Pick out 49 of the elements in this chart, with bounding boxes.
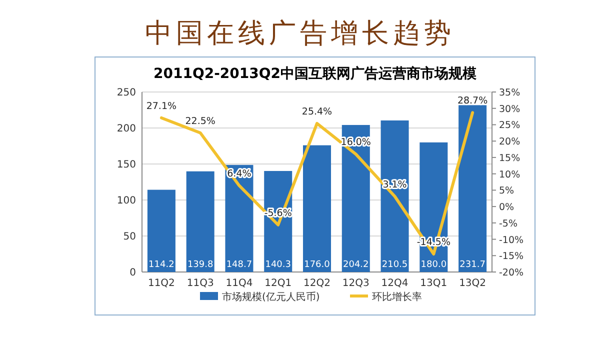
y2-tick-label: 35% xyxy=(499,88,520,98)
y2-tick-label: 25% xyxy=(499,120,520,132)
x-tick-label: 13Q2 xyxy=(459,278,486,289)
x-tick-label: 11Q4 xyxy=(226,278,253,289)
data-label: 27.1% xyxy=(146,100,177,112)
bar xyxy=(380,120,409,272)
bar xyxy=(147,190,176,272)
y2-tick-label: 15% xyxy=(499,152,520,164)
y2-tick-label: 0% xyxy=(499,202,514,214)
data-label: 176.0 xyxy=(304,260,330,270)
data-label: 28.7% xyxy=(457,96,488,107)
y2-tick-label: 10% xyxy=(499,169,520,180)
chart-subtitle: 2011Q2-2013Q2中国互联网广告运营商市场规模 xyxy=(153,65,478,82)
x-tick-label: 12Q1 xyxy=(264,278,292,289)
y-tick-label: 200 xyxy=(116,124,136,134)
y-tick-label: 250 xyxy=(116,88,136,98)
x-tick-label: 11Q3 xyxy=(186,278,214,289)
y-tick-label: 150 xyxy=(116,160,136,170)
y2-tick-label: -10% xyxy=(499,234,524,246)
y2-tick-label: -5% xyxy=(499,218,518,230)
x-tick-label: 11Q2 xyxy=(148,278,175,289)
chart-title: 中国在线广告增长趋势 xyxy=(145,18,455,49)
x-tick-label: 12Q4 xyxy=(381,278,408,289)
x-tick-label: 12Q2 xyxy=(304,278,330,289)
data-label: 180.0 xyxy=(420,260,447,270)
y-tick-label: 0 xyxy=(130,268,136,278)
data-label: 231.7 xyxy=(460,260,486,270)
legend-label: 环比增长率 xyxy=(372,291,422,303)
data-label: 148.7 xyxy=(226,260,252,270)
bar xyxy=(458,105,487,272)
x-tick-label: 12Q3 xyxy=(342,278,370,289)
bar xyxy=(186,171,214,272)
y2-tick-label: 20% xyxy=(499,136,520,148)
data-label: 210.5 xyxy=(382,260,408,270)
data-label: 140.3 xyxy=(265,260,291,270)
data-label: 25.4% xyxy=(302,106,332,118)
y2-tick-label: 5% xyxy=(499,186,514,197)
data-label: 204.2 xyxy=(343,260,369,270)
y-tick-label: 50 xyxy=(123,232,136,242)
data-label: 114.2 xyxy=(148,260,174,270)
y2-tick-label: -15% xyxy=(499,251,524,262)
bar xyxy=(303,145,331,272)
y2-tick-label: 30% xyxy=(499,104,520,115)
x-tick-label: 13Q1 xyxy=(420,278,448,289)
y-tick-label: 100 xyxy=(116,196,136,206)
data-label: 139.8 xyxy=(187,260,214,270)
data-label: 22.5% xyxy=(185,116,216,127)
legend-label: 市场规模(亿元人民币) xyxy=(222,291,320,303)
y2-tick-label: -20% xyxy=(499,268,524,278)
